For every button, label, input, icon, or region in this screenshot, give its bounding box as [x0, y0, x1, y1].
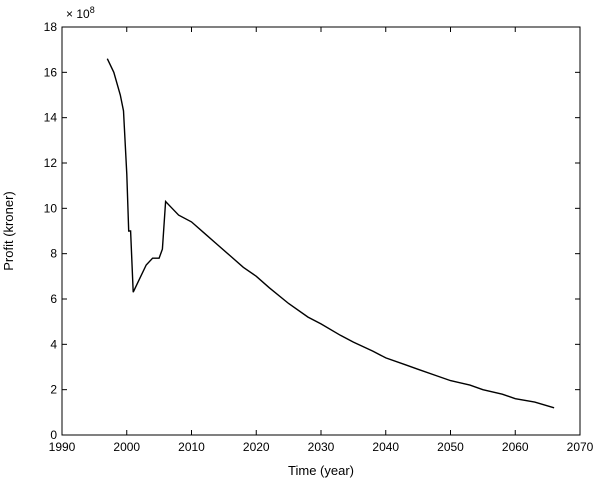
x-tick-label: 2060 [502, 440, 529, 454]
y-axis-label: Profit (kroner) [1, 191, 16, 270]
profit-line [106, 58, 555, 409]
x-tick-label: 2040 [372, 440, 399, 454]
x-tick-label: 2010 [178, 440, 205, 454]
x-axis-label: Time (year) [288, 463, 354, 478]
y-tick-label: 6 [50, 292, 57, 306]
y-tick-label: 16 [44, 65, 58, 79]
y-tick-label: 8 [50, 247, 57, 261]
y-multiplier-exponent: 8 [90, 5, 95, 15]
plot-area [61, 26, 581, 436]
x-tick-label: 2030 [308, 440, 335, 454]
y-tick-label: 0 [50, 428, 57, 442]
x-tick-label: 2070 [567, 440, 594, 454]
y-tick-label: 12 [44, 156, 58, 170]
y-tick-label: 18 [44, 20, 58, 34]
x-tick-label: 1990 [49, 440, 76, 454]
tick-labels: 1990 2000 2010 2020 2030 2040 2050 2060 2070 0 2 4 6… [44, 20, 594, 454]
y-tick-label: 4 [50, 337, 57, 351]
y-tick-label: 10 [44, 201, 58, 215]
x-tick-label: 2050 [437, 440, 464, 454]
x-tick-label: 2020 [243, 440, 270, 454]
y-tick-label: 2 [50, 383, 57, 397]
axis-ticks [61, 26, 581, 436]
x-tick-label: 2000 [113, 440, 140, 454]
y-multiplier: × 108 [66, 5, 95, 21]
y-tick-label: 14 [44, 111, 58, 125]
